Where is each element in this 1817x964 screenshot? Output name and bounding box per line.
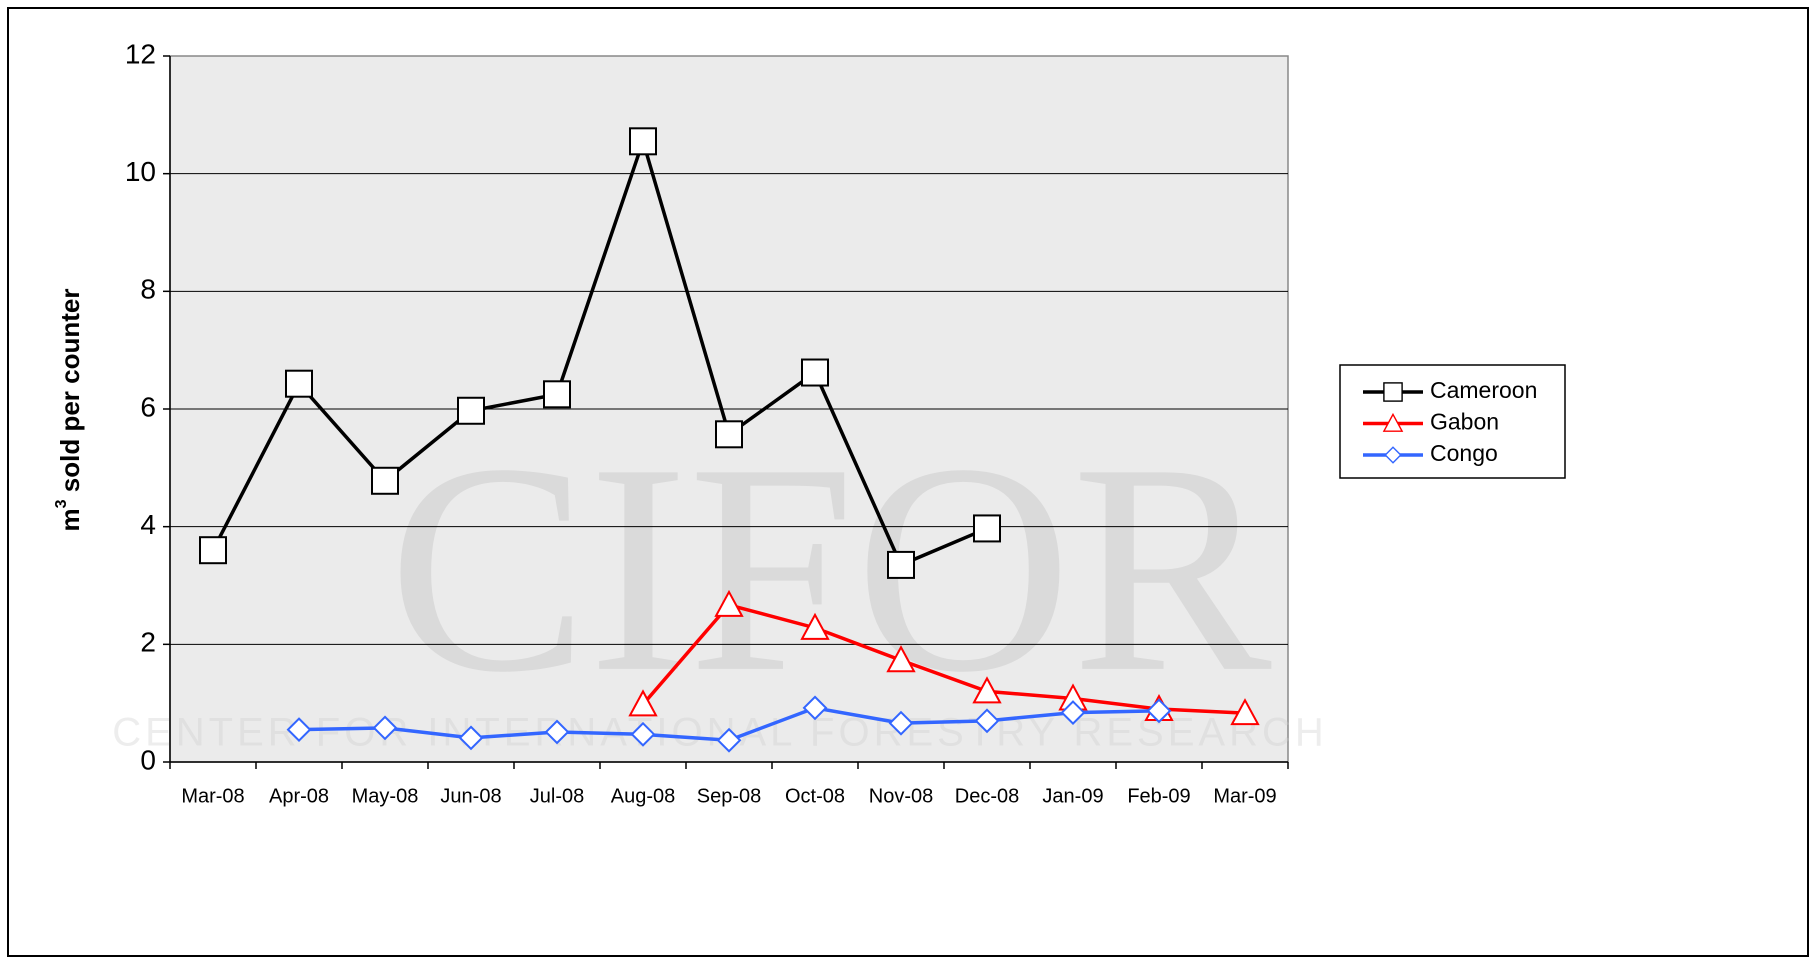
x-tick-label: Apr-08 xyxy=(269,785,329,807)
y-tick-label: 4 xyxy=(140,509,156,540)
x-tick-label: Sep-08 xyxy=(697,785,762,807)
legend-box xyxy=(1339,364,1566,479)
series-line xyxy=(211,135,988,568)
data-point xyxy=(800,612,830,640)
legend-label: Gabon xyxy=(1430,409,1499,435)
x-tick-label: Dec-08 xyxy=(955,785,1019,807)
x-tick-label: Jul-08 xyxy=(530,785,584,807)
y-tick-label: 12 xyxy=(125,38,156,69)
y-tick-label: 0 xyxy=(140,744,156,775)
data-point xyxy=(630,721,656,747)
data-point xyxy=(887,550,915,579)
y-label-base: m xyxy=(55,508,85,531)
data-point xyxy=(972,676,1002,704)
data-point xyxy=(714,589,744,617)
data-point xyxy=(457,396,485,425)
data-point xyxy=(1146,698,1172,724)
data-point xyxy=(973,514,1001,543)
x-tick-label: Mar-08 xyxy=(181,785,244,807)
watermark: CIFOR CENTER FOR INTERNATIONAL FORESTRY … xyxy=(112,402,1328,755)
x-tick-label: Jan-09 xyxy=(1042,785,1103,807)
watermark-logo: CIFOR xyxy=(388,402,1273,734)
x-tick-label: Nov-08 xyxy=(869,785,933,807)
data-point xyxy=(458,725,484,751)
y-axis-label: m3 sold per counter xyxy=(53,289,85,532)
y-tick-label: 8 xyxy=(140,274,156,305)
data-point xyxy=(715,420,743,449)
data-point xyxy=(716,727,742,753)
x-tick-label: Mar-09 xyxy=(1213,785,1276,807)
y-tick-label: 10 xyxy=(125,156,156,187)
data-point xyxy=(285,369,313,398)
data-point xyxy=(629,127,657,156)
data-point xyxy=(371,466,399,495)
data-point xyxy=(886,645,916,673)
y-label-sup: 3 xyxy=(53,499,70,508)
data-point xyxy=(888,710,914,736)
series-line xyxy=(641,602,1246,715)
data-point xyxy=(286,717,312,743)
data-point xyxy=(543,380,571,409)
data-point xyxy=(1230,698,1260,726)
legend-marker xyxy=(1382,412,1404,432)
legend-label: Congo xyxy=(1430,440,1498,466)
data-point xyxy=(372,715,398,741)
legend-marker xyxy=(1383,382,1403,402)
y-tick-label: 2 xyxy=(140,627,156,658)
x-tick-label: Feb-09 xyxy=(1127,785,1190,807)
data-point xyxy=(974,708,1000,734)
x-tick-label: Oct-08 xyxy=(785,785,845,807)
data-point xyxy=(801,358,829,387)
data-point xyxy=(628,689,658,717)
x-tick-label: Aug-08 xyxy=(611,785,676,807)
data-point xyxy=(1060,700,1086,725)
data-point xyxy=(802,695,828,721)
y-label-rest: sold per counter xyxy=(55,289,85,500)
x-tick-label: May-08 xyxy=(352,785,419,807)
legend-label: Cameroon xyxy=(1430,377,1537,403)
x-tick-label: Jun-08 xyxy=(440,785,501,807)
data-point xyxy=(544,719,570,745)
y-tick-label: 6 xyxy=(140,391,156,422)
legend-marker xyxy=(1384,446,1402,464)
watermark-tagline: CENTER FOR INTERNATIONAL FORESTRY RESEAR… xyxy=(112,711,1328,755)
data-point xyxy=(199,536,227,565)
